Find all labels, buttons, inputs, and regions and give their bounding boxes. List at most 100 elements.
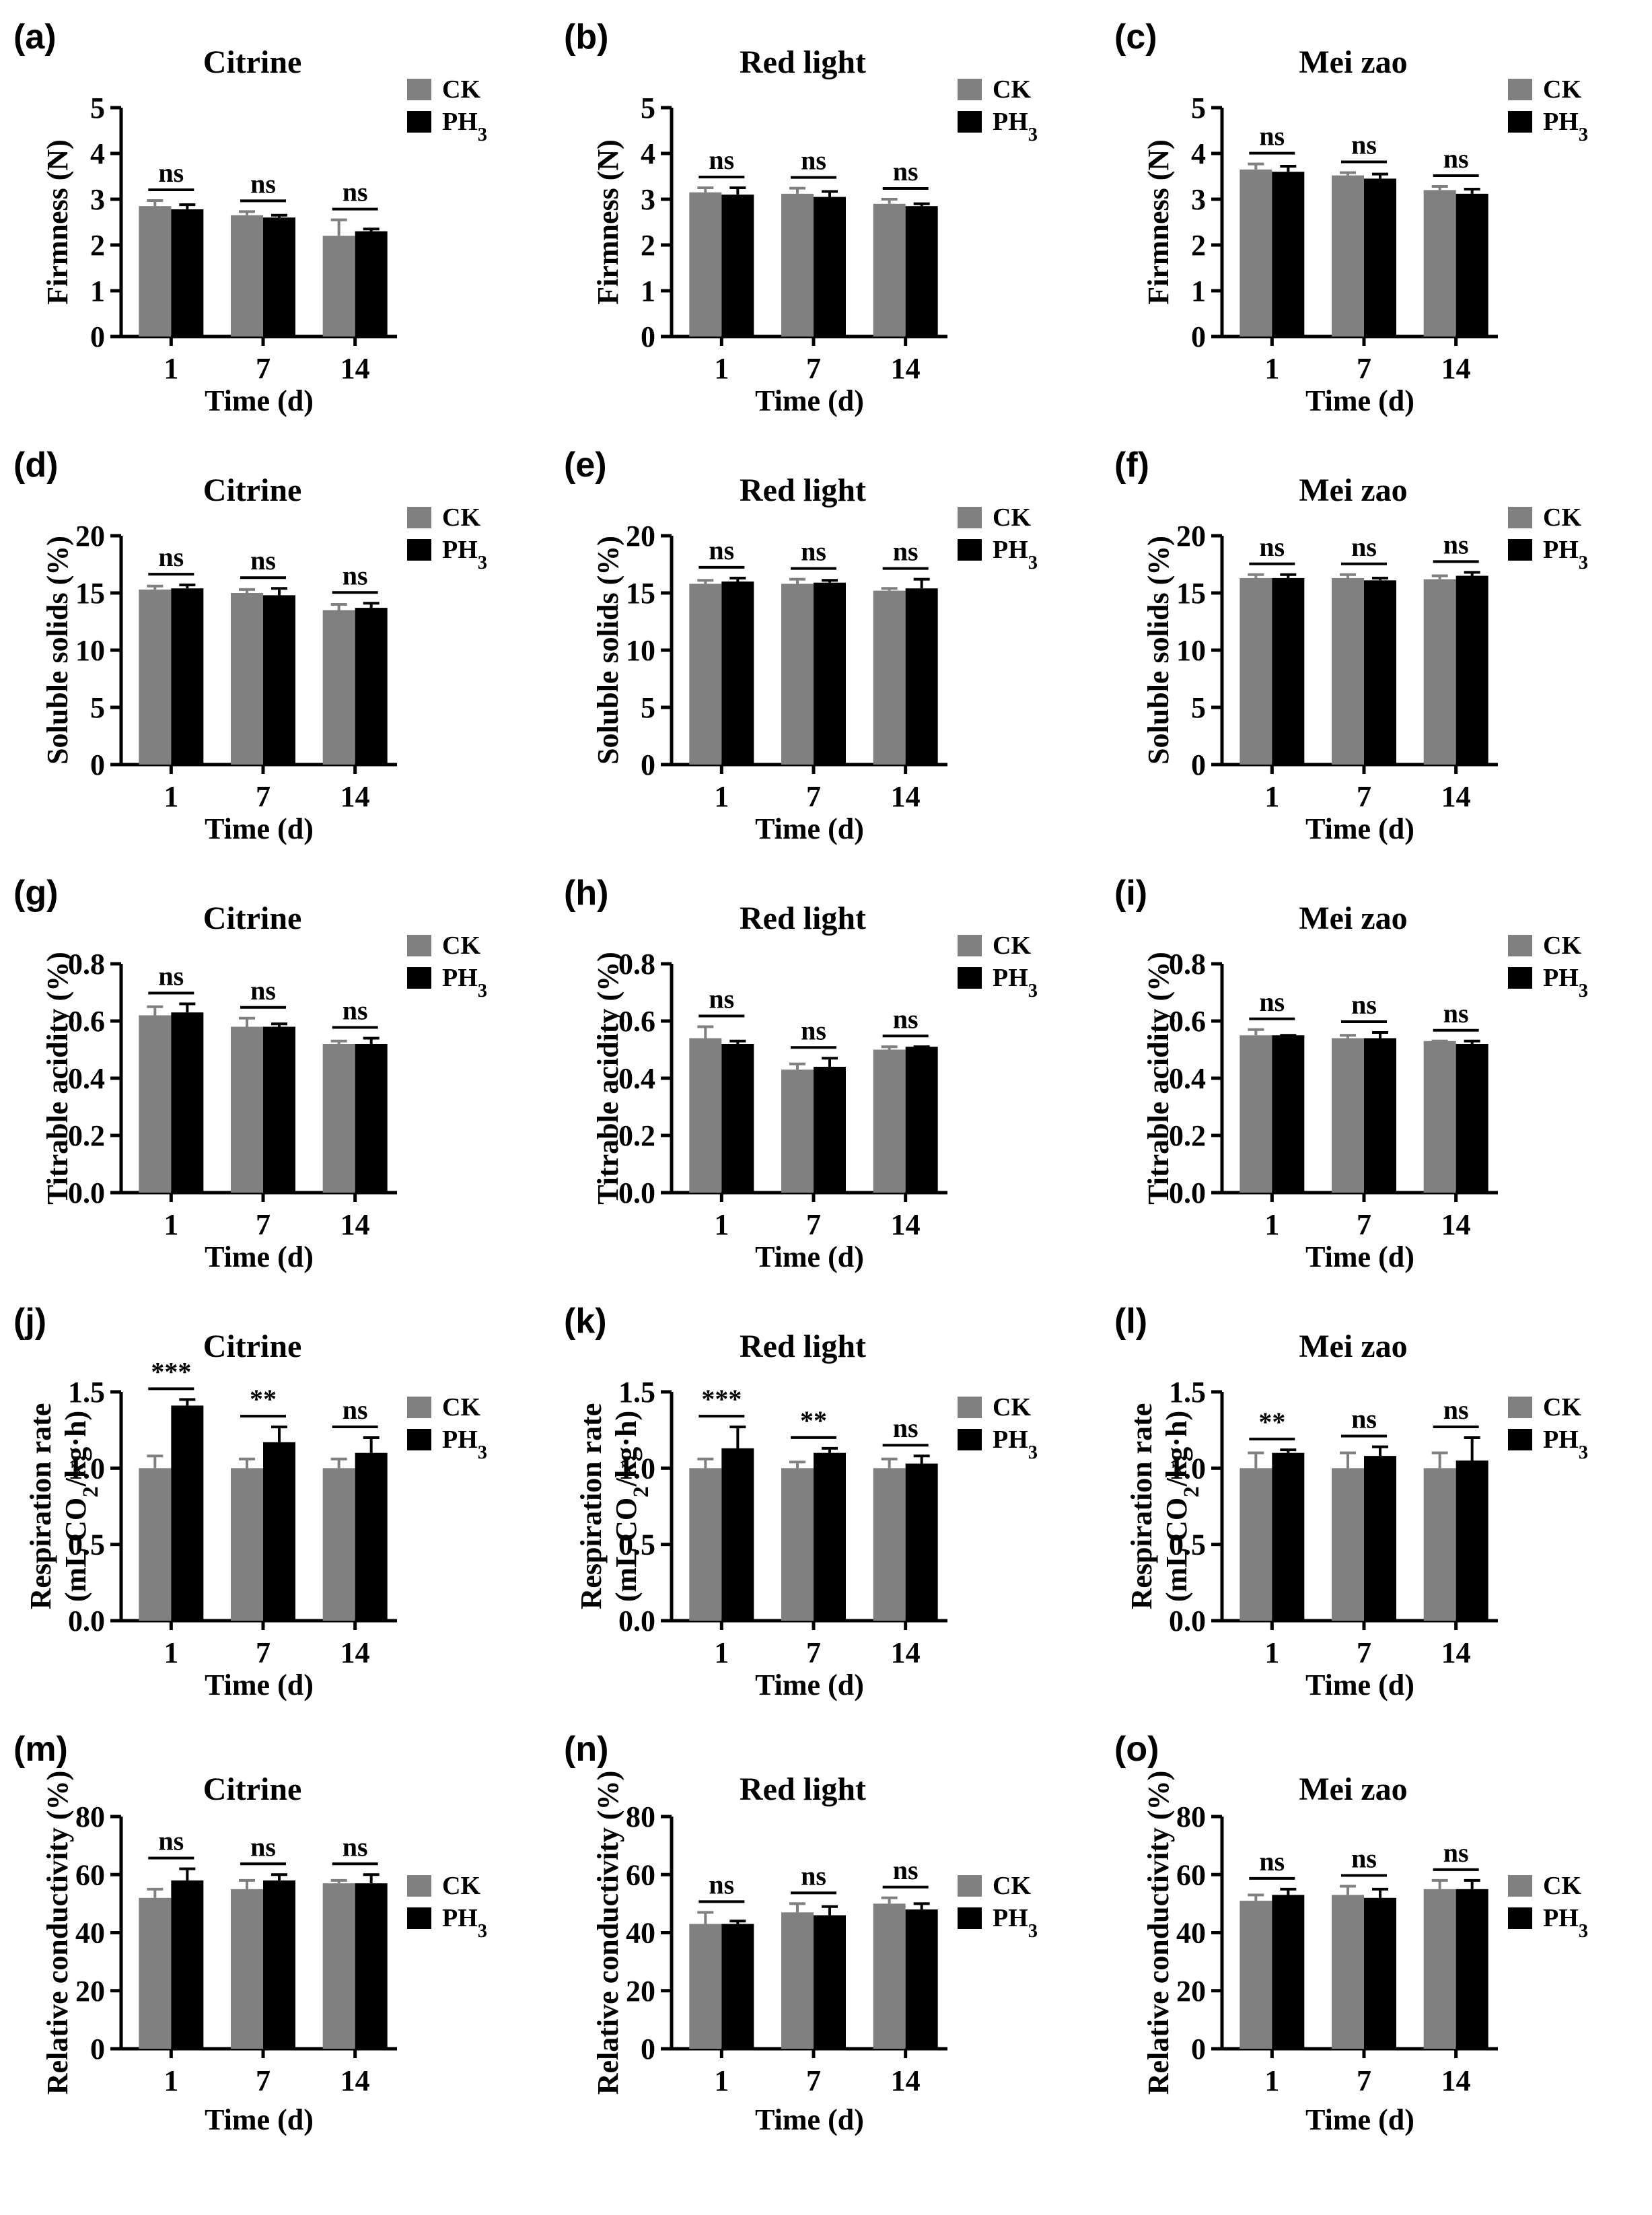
bar-ph3: [814, 1067, 846, 1193]
significance-label: **: [1258, 1407, 1285, 1437]
y-axis-label: Respiration rate: [24, 1403, 57, 1610]
bar-ph3: [814, 1452, 846, 1621]
x-axis-label: Time (d): [755, 1240, 864, 1273]
y-tick-label: 1.5: [618, 1376, 655, 1409]
panel-label: (o): [1114, 1730, 1159, 1769]
bar-ck: [1332, 1895, 1364, 2049]
y-tick-label: 0.6: [68, 1005, 105, 1038]
significance-label: ns: [343, 177, 368, 207]
significance-label: ns: [801, 1860, 826, 1891]
legend-label: PH3: [993, 536, 1038, 573]
y-axis-label: Relative conductivity (%): [591, 1771, 624, 2095]
x-tick-label: 1: [1264, 1636, 1279, 1669]
significance-label: ns: [1443, 1837, 1469, 1868]
bar-ck: [231, 215, 263, 337]
significance-label: ns: [1351, 130, 1377, 160]
y-tick-label: 0: [1191, 748, 1206, 781]
y-axis-label: Soluble solids (%): [1142, 536, 1175, 765]
y-tick-label: 0: [1191, 320, 1206, 353]
x-tick-label: 14: [891, 2064, 921, 2097]
chart-panel-k: (k) Red light Respiration rate (mL CO2/kg·h…: [550, 1284, 1101, 1712]
bar-ph3: [171, 1405, 204, 1621]
chart-title: Mei zao: [1299, 1329, 1407, 1364]
legend-swatch-ck: [1508, 507, 1532, 528]
legend-label: CK: [442, 1393, 480, 1421]
significance-label: ns: [250, 1831, 276, 1862]
panel-label: (h): [564, 874, 608, 913]
bar-ck: [781, 1912, 814, 2049]
y-axis-label: (mL CO2/kg·h): [1160, 1411, 1204, 1602]
legend-swatch-ph3: [958, 967, 982, 989]
y-tick-label: 10: [1176, 634, 1206, 667]
panel-label: (k): [564, 1302, 607, 1341]
y-axis-label: Relative conductivity (%): [41, 1771, 74, 2095]
significance-label: ns: [1351, 989, 1377, 1020]
bar-chart: (g) Citrine Titrable acidity (%)0.0 0.2 0.4 0…: [13, 874, 487, 1273]
bar-ph3: [1364, 1897, 1396, 2049]
bar-ck: [139, 1897, 172, 2049]
chart-panel-g: (g) Citrine Titrable acidity (%) 0.0 0.2 0.4 0…: [0, 856, 550, 1284]
x-tick-label: 1: [714, 352, 729, 385]
significance-label: ns: [1443, 1395, 1469, 1425]
bar-ph3: [721, 582, 754, 765]
legend-label: CK: [442, 75, 480, 104]
significance-label: ns: [1351, 1404, 1377, 1434]
y-tick-label: 2: [90, 229, 105, 262]
bar-ph3: [721, 1924, 754, 2049]
bar-ph3: [171, 1012, 204, 1193]
chart-title: Citrine: [203, 1329, 302, 1364]
bar-ph3: [1364, 580, 1396, 765]
bar-chart: (h) Red light Titrable acidity (%)0.0 0.2 0.…: [564, 874, 1038, 1273]
x-axis-label: Time (d): [1305, 1240, 1414, 1273]
x-tick-label: 14: [340, 1636, 370, 1669]
y-tick-label: 1: [90, 275, 105, 308]
chart-panel-n: (n) Red light Relative conductivity (%) 0 20…: [550, 1712, 1101, 2140]
y-tick-label: 15: [1176, 577, 1206, 610]
legend-swatch-ck: [958, 79, 982, 100]
x-tick-label: 1: [164, 1208, 178, 1241]
y-tick-label: 4: [641, 137, 655, 170]
y-tick-label: 0: [90, 320, 105, 353]
legend-label: CK: [993, 931, 1031, 960]
panel-label: (n): [564, 1730, 608, 1769]
chart-title: Red light: [740, 472, 866, 508]
bar-chart: (k) Red light Respiration rate (mL CO2/kg·h…: [564, 1302, 1038, 1701]
x-tick-label: 1: [714, 1636, 729, 1669]
y-tick-label: 0.8: [1169, 948, 1206, 981]
y-axis-label: Relative conductivity (%): [1142, 1771, 1175, 2095]
x-tick-label: 14: [340, 2064, 370, 2097]
x-tick-label: 14: [340, 780, 370, 813]
bar-ph3: [263, 595, 295, 765]
x-tick-label: 14: [1441, 780, 1471, 813]
legend-label: CK: [442, 1872, 480, 1900]
legend-label: PH3: [442, 1426, 487, 1463]
panel-label: (m): [13, 1730, 68, 1769]
bar-ph3: [905, 1047, 938, 1193]
significance-label: ns: [893, 1004, 919, 1034]
chart-panel-c: (c) Mei zao Firmness (N) 0 1 2 3 4 5 1 ns 7 ns 14 ns Ti…: [1101, 0, 1651, 428]
y-axis-label: Titrable acidity (%): [41, 952, 74, 1205]
y-tick-label: 20: [75, 520, 105, 553]
bar-ck: [322, 1468, 355, 1621]
bar-ck: [873, 1903, 906, 2049]
y-tick-label: 0.6: [618, 1005, 655, 1038]
legend-label: CK: [1543, 75, 1581, 104]
significance-label: ns: [1443, 529, 1469, 559]
x-axis-label: Time (d): [1305, 812, 1414, 845]
y-tick-label: 0.0: [1169, 1176, 1206, 1209]
bar-ck: [873, 203, 906, 337]
x-axis-label: Time (d): [205, 1240, 314, 1273]
x-tick-label: 7: [1357, 352, 1371, 385]
chart-title: Mei zao: [1299, 44, 1407, 80]
bar-ph3: [1272, 172, 1305, 337]
significance-label: ns: [801, 536, 826, 567]
chart-panel-i: (i) Mei zao Titrable acidity (%) 0.0 0.2 0.4 0…: [1101, 856, 1651, 1284]
y-axis-label: (mL CO2/kg·h): [610, 1411, 653, 1602]
x-tick-label: 1: [164, 2064, 178, 2097]
legend-swatch-ph3: [958, 1429, 982, 1450]
x-tick-label: 7: [256, 352, 271, 385]
chart-title: Citrine: [203, 1771, 302, 1807]
x-tick-label: 14: [1441, 2064, 1471, 2097]
panel-label: (c): [1114, 17, 1157, 57]
